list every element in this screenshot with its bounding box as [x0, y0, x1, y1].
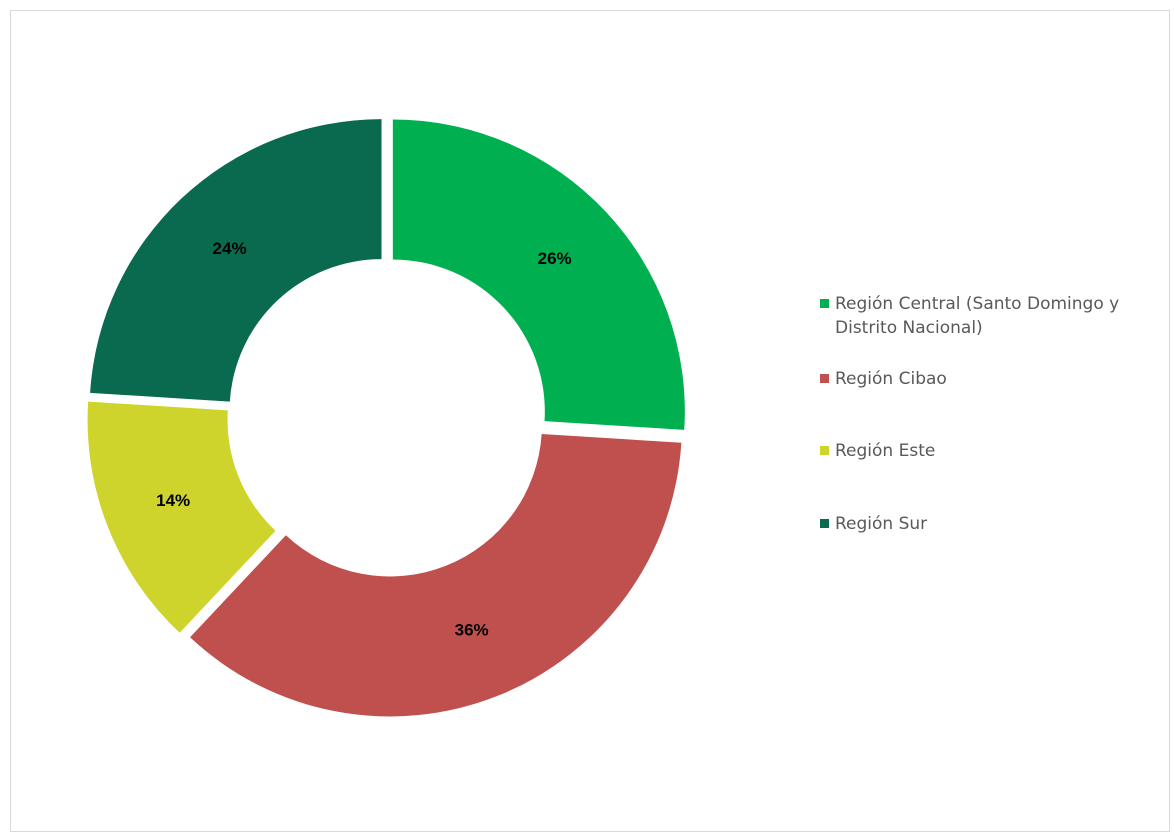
legend-swatch-region-central	[820, 299, 829, 308]
slice-region-central	[392, 119, 685, 430]
legend-swatch-region-este	[820, 446, 829, 455]
slice-region-sur	[90, 119, 382, 402]
slice-region-cibao	[190, 433, 682, 717]
slice-label-region-sur: 24%	[213, 239, 247, 258]
legend-item-region-sur: Región Sur	[820, 512, 927, 536]
slice-label-region-este: 14%	[156, 491, 190, 510]
legend-label-region-cibao: Región Cibao	[835, 369, 947, 389]
legend-label-region-este: Región Este	[835, 441, 936, 461]
legend-item-region-este: Región Este	[820, 439, 935, 463]
legend-label-region-central: Región Central (Santo Domingo y Distrito…	[835, 294, 1120, 338]
slice-region-este	[87, 401, 276, 633]
legend-swatch-region-cibao	[820, 374, 829, 383]
legend-label-region-sur: Región Sur	[835, 514, 928, 534]
slice-label-region-central: 26%	[538, 249, 572, 268]
legend-item-region-cibao: Región Cibao	[820, 367, 947, 391]
slice-label-region-cibao: 36%	[455, 620, 489, 639]
legend-swatch-region-sur	[820, 519, 829, 528]
legend-item-region-central: Región Central (Santo Domingo y Distrito…	[820, 292, 1119, 340]
